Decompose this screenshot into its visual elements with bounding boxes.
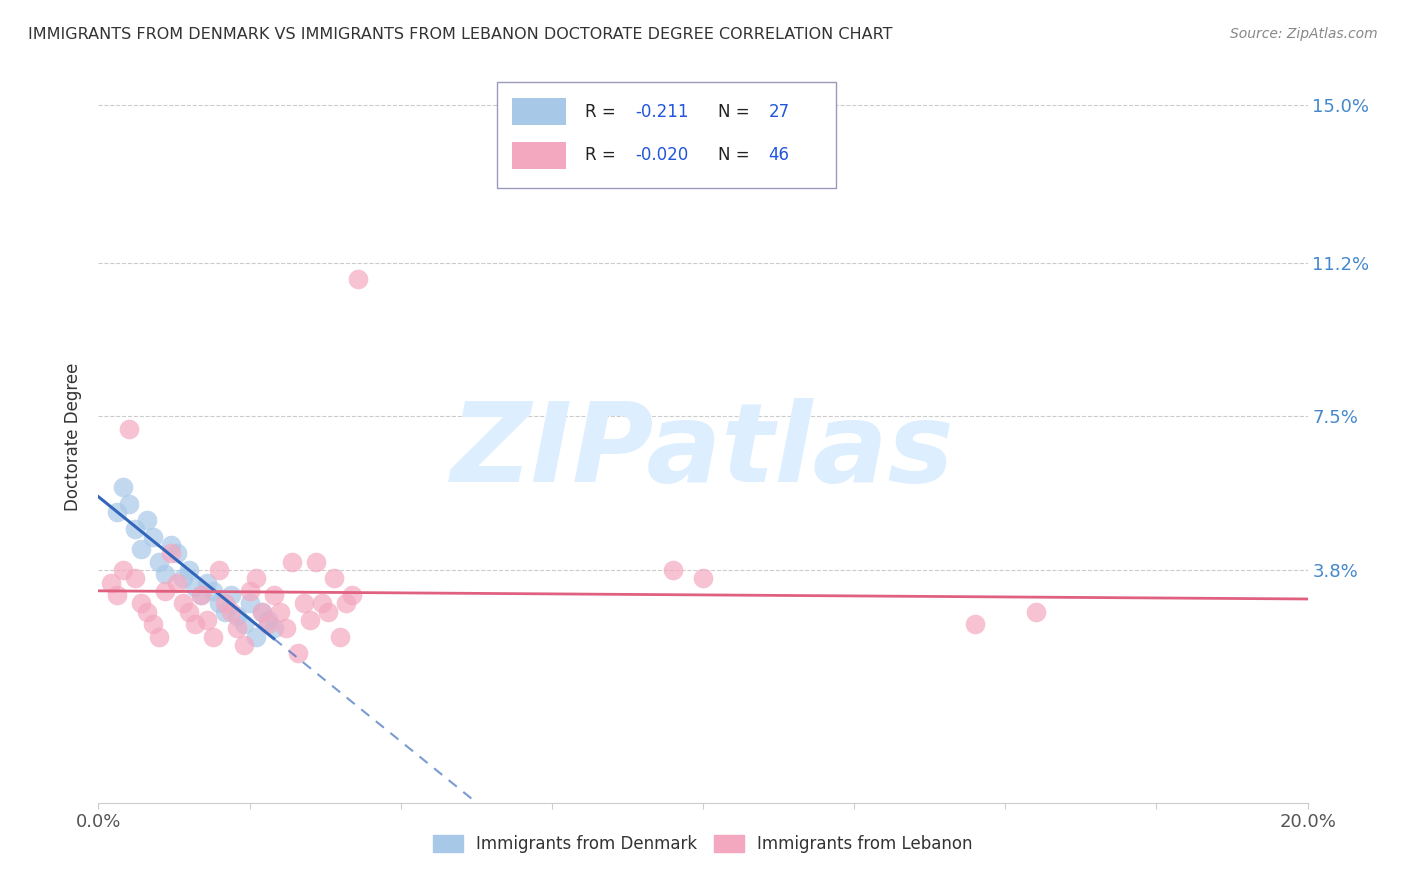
Text: -0.020: -0.020 bbox=[636, 146, 689, 164]
Point bbox=[111, 563, 134, 577]
Point bbox=[329, 630, 352, 644]
Point bbox=[202, 630, 225, 644]
Point bbox=[214, 605, 236, 619]
Point bbox=[184, 617, 207, 632]
Point bbox=[256, 617, 278, 632]
Point bbox=[172, 571, 194, 585]
Point bbox=[190, 588, 212, 602]
Point bbox=[1024, 605, 1046, 619]
Point bbox=[118, 422, 141, 436]
FancyBboxPatch shape bbox=[498, 82, 837, 188]
Point bbox=[214, 596, 236, 610]
Text: N =: N = bbox=[717, 103, 755, 120]
Point bbox=[335, 596, 357, 610]
Point bbox=[226, 621, 249, 635]
Point bbox=[148, 555, 170, 569]
Point bbox=[195, 575, 218, 590]
Point bbox=[226, 608, 249, 623]
Point bbox=[245, 571, 267, 585]
Point bbox=[250, 605, 273, 619]
Point bbox=[184, 580, 207, 594]
Point bbox=[263, 588, 285, 602]
Point bbox=[160, 546, 183, 560]
Point bbox=[118, 497, 141, 511]
Point bbox=[100, 575, 122, 590]
Point bbox=[172, 596, 194, 610]
Text: R =: R = bbox=[585, 146, 620, 164]
Point bbox=[263, 621, 285, 635]
Point bbox=[232, 638, 254, 652]
Point bbox=[153, 567, 176, 582]
Point bbox=[166, 575, 188, 590]
Text: IMMIGRANTS FROM DENMARK VS IMMIGRANTS FROM LEBANON DOCTORATE DEGREE CORRELATION : IMMIGRANTS FROM DENMARK VS IMMIGRANTS FR… bbox=[28, 27, 893, 42]
Point bbox=[111, 480, 134, 494]
Text: ZIPatlas: ZIPatlas bbox=[451, 398, 955, 505]
Point bbox=[221, 605, 243, 619]
Point bbox=[221, 588, 243, 602]
Point bbox=[208, 563, 231, 577]
Point bbox=[153, 583, 176, 598]
Point bbox=[287, 646, 309, 660]
Point bbox=[316, 605, 339, 619]
Point bbox=[179, 563, 201, 577]
Point bbox=[166, 546, 188, 560]
Point bbox=[250, 605, 273, 619]
Text: R =: R = bbox=[585, 103, 620, 120]
Point bbox=[245, 630, 267, 644]
Text: Source: ZipAtlas.com: Source: ZipAtlas.com bbox=[1230, 27, 1378, 41]
Point bbox=[239, 596, 262, 610]
Point bbox=[661, 563, 683, 577]
Point bbox=[299, 613, 322, 627]
Point bbox=[269, 605, 291, 619]
Point bbox=[347, 272, 370, 286]
Point bbox=[274, 621, 297, 635]
Point bbox=[281, 555, 304, 569]
Point bbox=[105, 588, 128, 602]
Point bbox=[142, 617, 165, 632]
Point bbox=[135, 605, 157, 619]
Point bbox=[692, 571, 714, 585]
Point bbox=[179, 605, 201, 619]
Point bbox=[129, 596, 152, 610]
Point bbox=[142, 530, 165, 544]
Point bbox=[292, 596, 315, 610]
Point bbox=[160, 538, 183, 552]
Point bbox=[190, 588, 212, 602]
Point bbox=[208, 596, 231, 610]
Y-axis label: Doctorate Degree: Doctorate Degree bbox=[65, 363, 83, 511]
Text: -0.211: -0.211 bbox=[636, 103, 689, 120]
Point bbox=[124, 521, 146, 535]
Text: 46: 46 bbox=[768, 146, 789, 164]
Point bbox=[256, 613, 278, 627]
Text: 27: 27 bbox=[768, 103, 789, 120]
Text: N =: N = bbox=[717, 146, 755, 164]
Point bbox=[105, 505, 128, 519]
FancyBboxPatch shape bbox=[512, 142, 567, 169]
Point bbox=[232, 617, 254, 632]
Point bbox=[202, 583, 225, 598]
Point bbox=[311, 596, 333, 610]
Point bbox=[965, 617, 987, 632]
Point bbox=[195, 613, 218, 627]
Point bbox=[148, 630, 170, 644]
Point bbox=[342, 588, 364, 602]
Point bbox=[305, 555, 328, 569]
Point bbox=[239, 583, 262, 598]
FancyBboxPatch shape bbox=[512, 98, 567, 126]
Point bbox=[129, 542, 152, 557]
Point bbox=[124, 571, 146, 585]
Point bbox=[135, 513, 157, 527]
Point bbox=[323, 571, 346, 585]
Legend: Immigrants from Denmark, Immigrants from Lebanon: Immigrants from Denmark, Immigrants from… bbox=[433, 835, 973, 853]
